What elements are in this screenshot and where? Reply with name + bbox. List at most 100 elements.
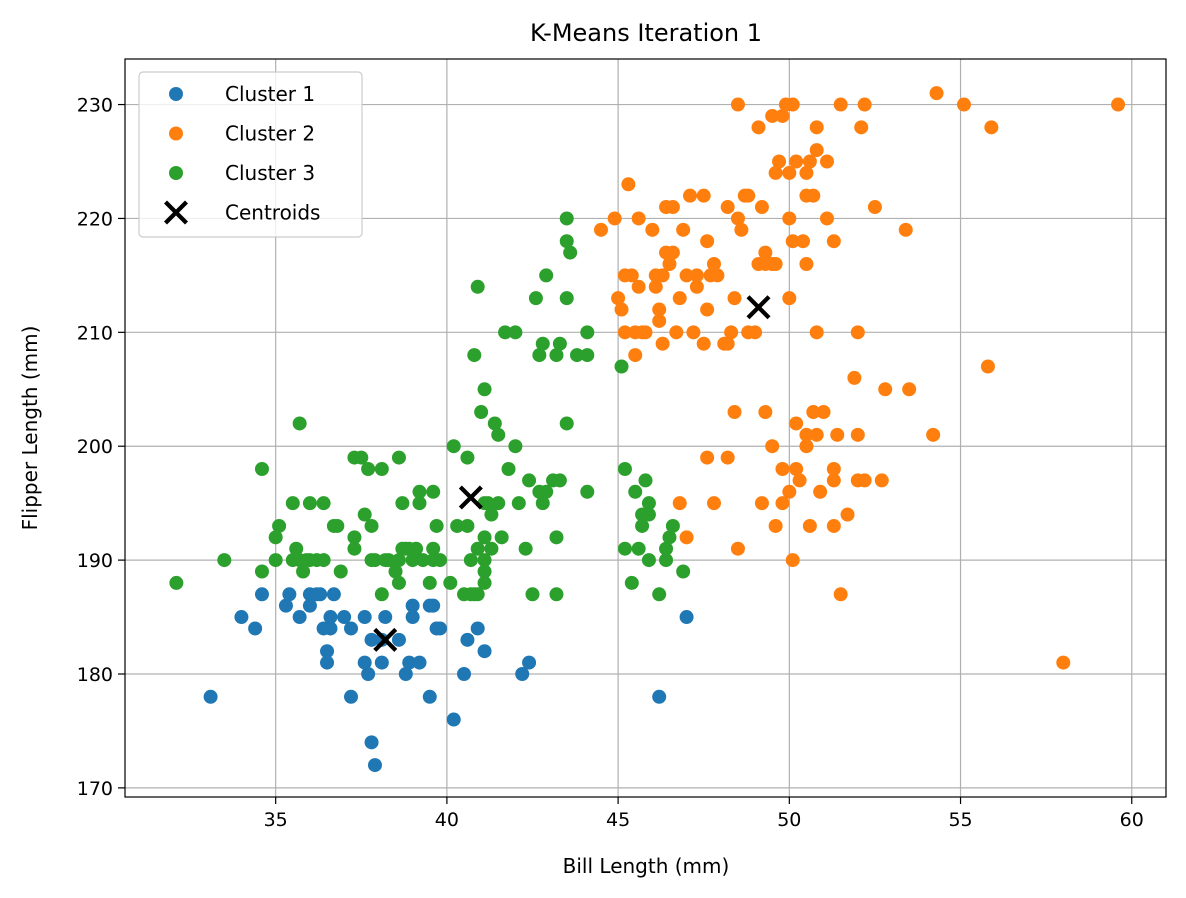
cluster-3-point	[480, 496, 495, 511]
cluster-3-point	[484, 507, 499, 522]
cluster-2-point	[617, 325, 632, 340]
cluster-1-point	[337, 610, 352, 625]
cluster-2-point	[679, 268, 694, 283]
cluster-3-point	[467, 587, 482, 602]
cluster-3-point	[474, 405, 489, 420]
cluster-3-point	[508, 439, 523, 454]
cluster-3-point	[552, 473, 567, 488]
cluster-3-point	[628, 484, 643, 499]
cluster-2-point	[720, 200, 735, 215]
cluster-2-point	[826, 234, 841, 249]
cluster-1-point	[433, 621, 448, 636]
cluster-2-point	[772, 154, 787, 169]
cluster-2-point	[898, 222, 913, 237]
cluster-1-point	[292, 610, 307, 625]
cluster-1-point	[302, 598, 317, 613]
cluster-3-point	[470, 541, 485, 556]
cluster-2-point	[686, 325, 701, 340]
cluster-2-point	[768, 257, 783, 271]
cluster-3-point	[580, 348, 595, 363]
cluster-2-point	[809, 120, 824, 135]
cluster-2-point	[775, 462, 790, 476]
cluster-3-point	[617, 541, 632, 556]
cluster-3-point	[508, 325, 523, 340]
cluster-2-point	[730, 541, 745, 556]
cluster-2-point	[669, 325, 684, 340]
cluster-1-point	[470, 621, 485, 636]
cluster-1-point	[477, 644, 492, 659]
cluster-2-point	[689, 268, 704, 283]
cluster-2-point	[782, 484, 797, 499]
cluster-2-point	[727, 291, 742, 306]
cluster-2-point	[775, 108, 790, 123]
y-tick-label: 170	[77, 778, 113, 800]
legend-label: Cluster 1	[225, 82, 315, 106]
cluster-3-point	[532, 348, 547, 363]
cluster-2-point	[850, 427, 865, 442]
cluster-2-point	[1056, 655, 1071, 670]
cluster-3-point	[528, 291, 543, 306]
cluster-2-point	[802, 154, 817, 169]
cluster-2-point	[724, 325, 739, 340]
cluster-2-point	[751, 120, 766, 135]
cluster-2-point	[607, 211, 622, 226]
cluster-3-point	[539, 268, 554, 283]
cluster-1-point	[405, 610, 420, 625]
cluster-3-point	[316, 553, 331, 568]
cluster-2-point	[813, 484, 828, 499]
legend-centroid-marker	[164, 200, 188, 225]
legend-marker	[169, 126, 183, 141]
cluster-3-point	[662, 530, 677, 545]
cluster-3-point	[494, 530, 509, 545]
cluster-3-point	[426, 541, 441, 556]
cluster-1-point	[457, 667, 472, 681]
cluster-2-point	[809, 143, 824, 158]
cluster-2-point	[665, 245, 680, 260]
cluster-2-point	[734, 222, 749, 237]
cluster-3-point	[460, 518, 475, 533]
cluster-3-point	[549, 348, 564, 363]
cluster-2-point	[980, 359, 995, 374]
cluster-2-point	[765, 439, 780, 454]
cluster-2-point	[785, 553, 800, 568]
cluster-1-point	[412, 655, 427, 670]
cluster-2-point	[621, 177, 636, 192]
cluster-3-point	[624, 575, 639, 590]
cluster-2-point	[676, 222, 691, 237]
cluster-1-point	[203, 689, 218, 704]
legend-label: Cluster 3	[225, 161, 315, 185]
cluster-2-point	[789, 154, 804, 169]
cluster-2-point	[662, 257, 677, 271]
cluster-1-point	[234, 610, 249, 625]
cluster-2-point	[706, 496, 721, 511]
cluster-3-point	[357, 507, 372, 522]
plot-frame	[124, 58, 1167, 798]
cluster-2-point	[628, 348, 643, 363]
x-tick-label: 60	[1120, 809, 1144, 831]
cluster-3-point	[391, 450, 406, 465]
cluster-2-point	[782, 291, 797, 306]
cluster-2-point	[758, 245, 773, 260]
cluster-3-point	[381, 553, 396, 568]
cluster-1-point	[344, 621, 359, 636]
cluster-2-point	[809, 325, 824, 340]
cluster-3-point	[272, 518, 287, 533]
cluster-2-point	[785, 234, 800, 249]
cluster-3-point	[391, 575, 406, 590]
x-tick-label: 35	[264, 809, 288, 831]
cluster-3-point	[285, 496, 300, 511]
cluster-2-point	[758, 405, 773, 420]
cluster-3-point	[354, 450, 369, 465]
cluster-2-point	[672, 291, 687, 306]
cluster-3-point	[302, 496, 317, 511]
cluster-1-point	[679, 610, 694, 625]
x-tick-label: 45	[606, 809, 630, 831]
cluster-3-point	[641, 496, 656, 511]
cluster-2-point	[614, 302, 629, 317]
cluster-2-point	[624, 268, 639, 283]
cluster-1-point	[652, 689, 667, 704]
cluster-2-point	[679, 530, 694, 545]
cluster-2-point	[672, 496, 687, 511]
cluster-3-point	[535, 496, 550, 511]
